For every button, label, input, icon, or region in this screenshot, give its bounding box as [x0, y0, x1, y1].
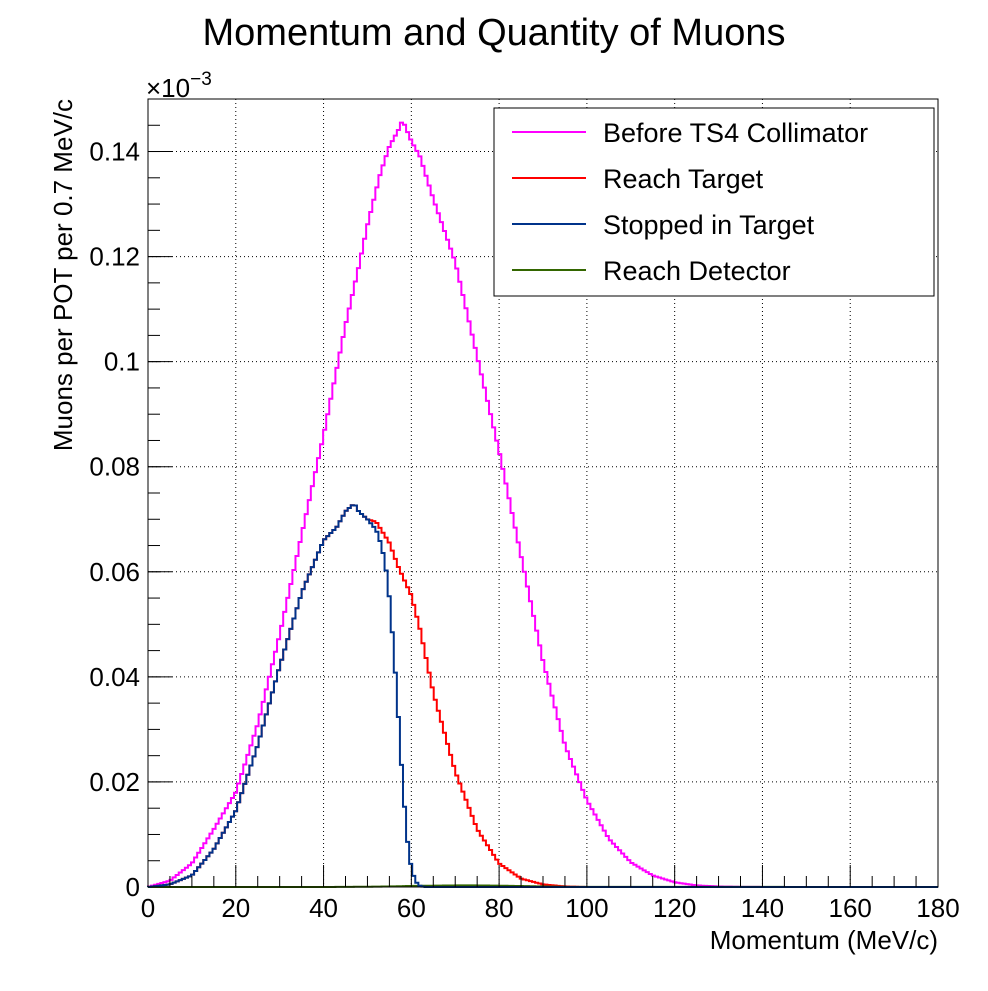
legend-items: Before TS4 Collimator Reach Target Stopped… [512, 118, 868, 286]
x-tick-label: 140 [741, 893, 784, 923]
x-tick-label: 0 [141, 893, 155, 923]
series-line-reach-target [147, 504, 938, 888]
y-tick-label: 0.12 [89, 242, 140, 272]
x-tick-label: 60 [397, 893, 426, 923]
x-axis-label: Momentum (MeV/c) [710, 925, 938, 955]
x-tick-label: 80 [485, 893, 514, 923]
y-axis-exponent: ×10−3 [146, 69, 212, 103]
x-tick-label: 180 [916, 893, 959, 923]
y-tick-label: 0.14 [89, 137, 140, 167]
y-exponent-power: −3 [190, 69, 212, 90]
y-tick-label: 0 [126, 872, 140, 902]
grid-layer [148, 99, 938, 887]
x-tick-label: 40 [309, 893, 338, 923]
legend-label-before-ts4-collimator: Before TS4 Collimator [603, 118, 868, 148]
y-tick-label: 0.04 [89, 662, 140, 692]
x-axis: 0 20 40 60 80 100 120 140 160 180 [141, 865, 960, 923]
legend: Before TS4 Collimator Reach Target Stopped… [493, 107, 935, 297]
y-exponent-base: ×10 [146, 73, 190, 103]
x-tick-label: 120 [653, 893, 696, 923]
chart-title: Momentum and Quantity of Muons [203, 12, 786, 54]
y-axis-label: Muons per POT per 0.7 MeV/c [48, 99, 78, 451]
x-tick-label: 100 [565, 893, 608, 923]
x-tick-label: 160 [829, 893, 872, 923]
legend-box [493, 107, 935, 297]
y-axis: 0 0.02 0.04 0.06 0.08 0.1 0.12 0.14 [89, 124, 172, 902]
series-line-stopped-in-target [147, 504, 938, 888]
legend-label-reach-detector: Reach Detector [603, 256, 791, 286]
x-tick-label: 20 [221, 893, 250, 923]
y-tick-label: 0.1 [104, 347, 140, 377]
y-tick-label: 0.02 [89, 767, 140, 797]
y-tick-label: 0.08 [89, 452, 140, 482]
legend-label-stopped-in-target: Stopped in Target [603, 210, 815, 240]
y-tick-label: 0.06 [89, 557, 140, 587]
legend-label-reach-target: Reach Target [603, 164, 764, 194]
